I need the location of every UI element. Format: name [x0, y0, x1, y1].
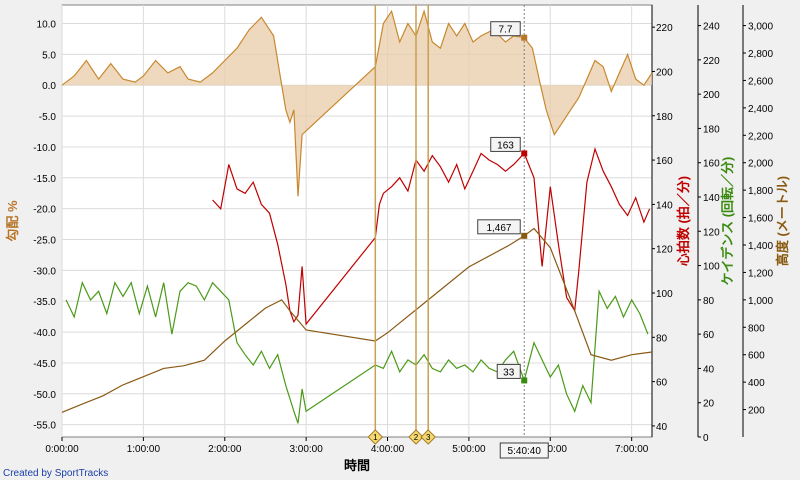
gradient-tick-label: -5.0 [39, 112, 57, 123]
heart_rate-tick-label: 220 [656, 23, 673, 34]
x-axis-title: 時間 [344, 458, 370, 473]
elevation-tick-label: 2,800 [748, 49, 773, 60]
cadence-tick-label: 100 [703, 262, 720, 273]
elevation-tick-label: 2,600 [748, 76, 773, 87]
cursor-heart-rate-value: 163 [497, 140, 514, 151]
gradient-tick-label: -35.0 [33, 297, 56, 308]
marker-label: 2 [414, 433, 419, 442]
elevation-tick-label: 2,000 [748, 159, 773, 170]
series-line-gradient [61, 9, 653, 197]
cadence-tick-label: 220 [703, 56, 720, 67]
heart_rate-tick-label: 140 [656, 200, 673, 211]
x-tick-label: 2:00:00 [208, 444, 242, 455]
heart_rate-tick-label: 100 [656, 289, 673, 300]
heart_rate-tick-label: 180 [656, 112, 673, 123]
cadence-tick-label: 160 [703, 159, 720, 170]
elevation-axis-title: 高度 (メートル) [775, 176, 790, 266]
cursor-gradient-value: 7.7 [499, 25, 513, 36]
gradient-area [62, 11, 652, 197]
gradient-tick-label: -25.0 [33, 236, 56, 247]
gradient-tick-label: -40.0 [33, 328, 56, 339]
elevation-tick-label: 1,000 [748, 296, 773, 307]
x-tick-label: 3:00:00 [289, 444, 323, 455]
credit-text: Created by SportTracks [3, 468, 108, 479]
heart_rate-tick-label: 80 [656, 333, 668, 344]
marker-label: 1 [373, 433, 378, 442]
cadence-tick-label: 140 [703, 193, 720, 204]
cursor-cadence-box [496, 363, 521, 379]
heart_rate-tick-label: 200 [656, 67, 673, 78]
series-line-elevation [61, 227, 653, 413]
elevation-tick-label: 1,600 [748, 214, 773, 225]
cursor-gradient-point [521, 34, 528, 41]
cursor-elevation-point [521, 232, 528, 239]
elevation-tick-label: 400 [748, 378, 765, 389]
gradient-tick-label: -45.0 [33, 359, 56, 370]
cadence-tick-label: 240 [703, 22, 720, 33]
gradient-tick-label: -15.0 [33, 174, 56, 185]
cursor-cadence-value: 33 [503, 367, 515, 378]
elevation-tick-label: 1,800 [748, 186, 773, 197]
x-tick-label: 7:00:00 [615, 444, 649, 455]
cadence-tick-label: 180 [703, 124, 720, 135]
elevation-tick-label: 2,400 [748, 104, 773, 115]
elevation-tick-label: 600 [748, 351, 765, 362]
gradient-tick-label: 0.0 [42, 81, 56, 92]
x-tick-label: 1:00:00 [127, 444, 161, 455]
marker-label: 3 [426, 433, 431, 442]
gradient-tick-label: -30.0 [33, 266, 56, 277]
cadence-tick-label: 0 [703, 433, 709, 444]
cursor-heart-rate-box [490, 136, 521, 152]
gradient-tick-label: 10.0 [37, 20, 57, 31]
heart_rate-tick-label: 160 [656, 156, 673, 167]
marker-diamond [420, 429, 436, 445]
gradient-tick-label: -20.0 [33, 205, 56, 216]
gradient-tick-label: -10.0 [33, 143, 56, 154]
heart_rate-tick-label: 120 [656, 245, 673, 256]
gradient-tick-label: -50.0 [33, 390, 56, 401]
elevation-tick-label: 2,200 [748, 131, 773, 142]
series-line-cadence [65, 280, 649, 424]
marker-diamond [367, 429, 384, 445]
gradient-tick-label: -55.0 [33, 421, 56, 432]
series-line-heart_rate [212, 146, 651, 326]
cursor-cadence-point [521, 377, 528, 384]
x-tick-label: 0:00:00 [45, 444, 79, 455]
marker-diamond [408, 429, 424, 445]
cadence-tick-label: 20 [703, 399, 715, 410]
x-tick-label: 4:00:00 [371, 444, 405, 455]
cursor-elevation-value: 1,467 [486, 223, 511, 234]
gradient-axis-title: 勾配 % [5, 200, 20, 242]
cadence-tick-label: 120 [703, 227, 720, 238]
gradient-tick-label: 5.0 [42, 50, 56, 61]
elevation-tick-label: 200 [748, 406, 765, 417]
cursor-gradient-box [490, 21, 521, 37]
x-tick-label: 5:00:00 [452, 444, 486, 455]
cursor-elevation-box [477, 219, 521, 235]
cadence-tick-label: 80 [703, 296, 715, 307]
cursor-time-box [499, 442, 549, 459]
cadence-tick-label: 200 [703, 90, 720, 101]
cadence-axis-title: ケイデンス (回転／分) [720, 157, 735, 286]
elevation-tick-label: 3,000 [748, 22, 773, 33]
heart_rate-tick-label: 60 [656, 378, 668, 389]
heart_rate-tick-label: 40 [656, 422, 668, 433]
heart_rate-axis-title: 心拍数 (拍／分) [676, 176, 691, 266]
cursor-time-label: 5:40:40 [508, 446, 542, 457]
elevation-tick-label: 1,200 [748, 268, 773, 279]
elevation-tick-label: 800 [748, 323, 765, 334]
cursor-heart-rate-point [521, 150, 528, 157]
elevation-tick-label: 1,400 [748, 241, 773, 252]
x-tick-label: 6:00:00 [534, 444, 568, 455]
cadence-tick-label: 60 [703, 330, 715, 341]
cadence-tick-label: 40 [703, 364, 715, 375]
